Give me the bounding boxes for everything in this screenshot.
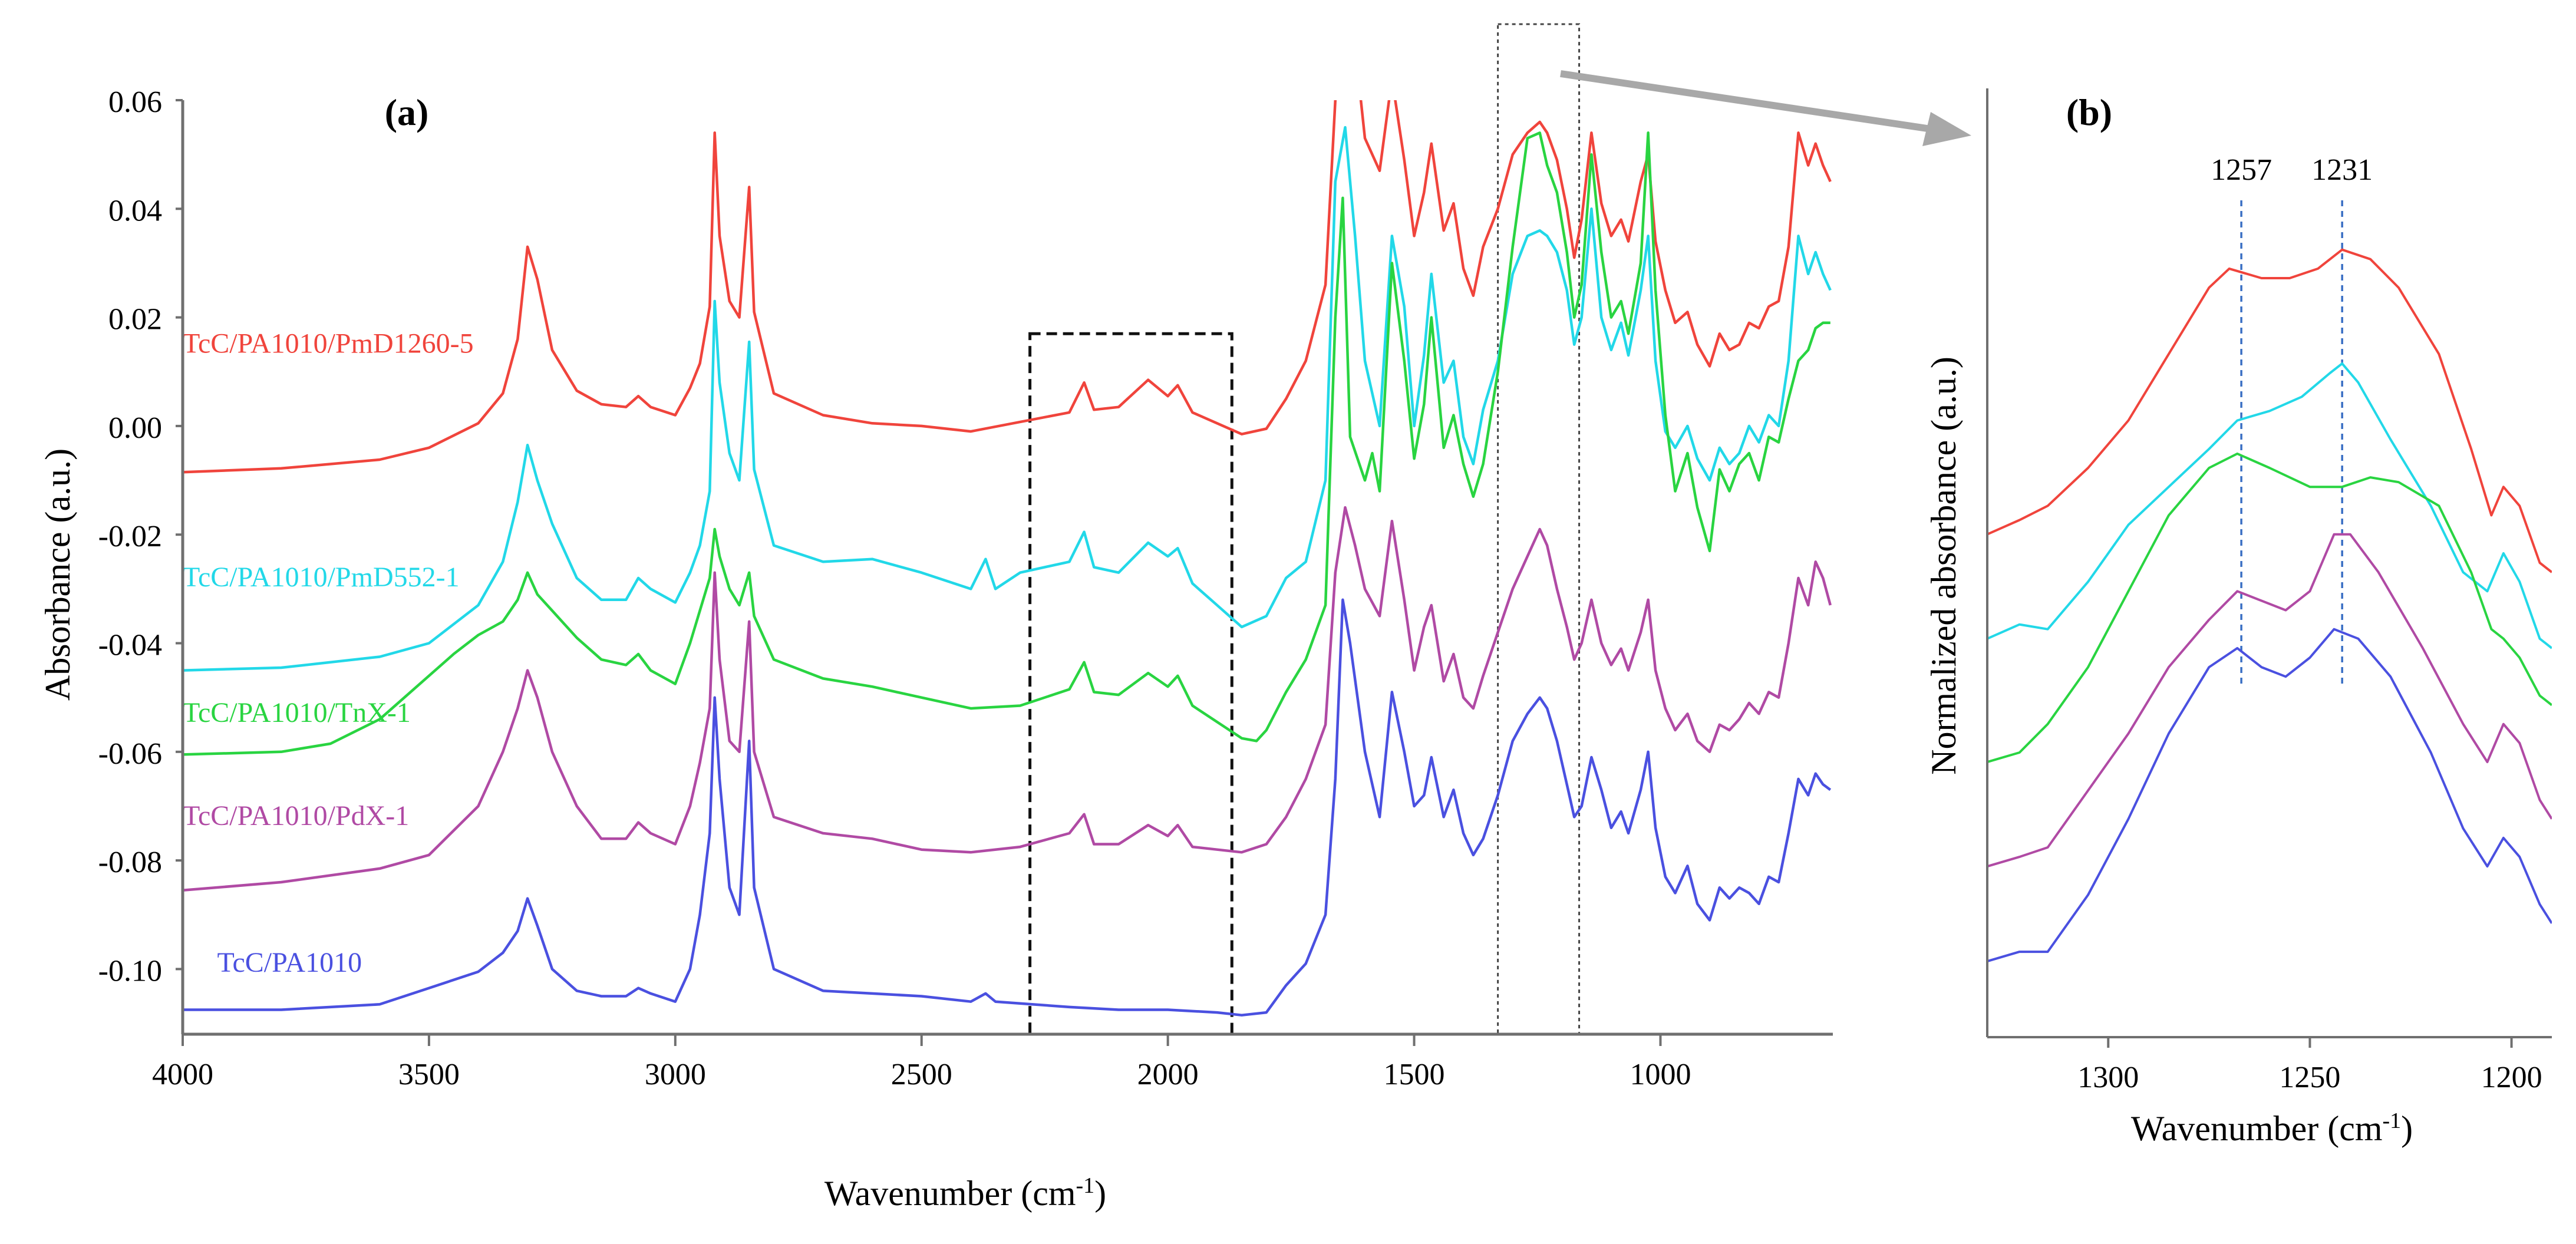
peak-marker-label-1: 1257 [2211,153,2272,187]
panel-a-series [183,100,1832,1017]
panel-a-series-labels: TcC/PA1010/PmD1260-5 TcC/PA1010/PmD552-1 T… [183,328,474,979]
panel-a-title: (a) [385,91,429,133]
series-line-5 [183,598,1832,1017]
y-tick-label: -0.10 [98,954,162,988]
panel-b: (b) 1257 1231 1300 1250 1200 Normalized abs… [1924,88,2552,1148]
x-tick-label: 1500 [1384,1058,1445,1091]
y-tick-label: 0.00 [108,411,162,445]
y-tick-label: -0.02 [98,520,162,553]
panel-a-axes: 0.06 0.04 0.02 0.00 -0.02 -0.04 -0.06 -0.08 -0.1… [98,85,1833,1091]
panel-b-series [1987,248,2552,963]
normalized-series-line-2 [1987,362,2552,649]
peak-marker-label-2: 1231 [2311,153,2373,187]
y-tick-label: 0.06 [108,85,162,119]
x-tick-label: 3500 [398,1058,460,1091]
x-tick-label: 1300 [2077,1061,2139,1094]
series-label-1: TcC/PA1010/PmD1260-5 [183,328,474,359]
normalized-series-line-4 [1987,533,2552,868]
x-tick-label: 3000 [645,1058,706,1091]
y-tick-label: 0.04 [108,194,162,227]
peak-markers: 1257 1231 [2211,153,2373,687]
panel-b-xlabel: Wavenumber (cm-1) [2131,1108,2413,1148]
y-tick-label: -0.04 [98,629,162,662]
series-line-3 [183,131,1830,756]
panel-b-title: (b) [2066,91,2112,133]
x-tick-label: 4000 [152,1058,213,1091]
series-label-2: TcC/PA1010/PmD552-1 [183,562,460,593]
panel-a-xlabel: Wavenumber (cm-1) [824,1173,1106,1213]
series-line-1 [183,100,1832,474]
series-label-3: TcC/PA1010/TnX-1 [183,697,411,728]
x-tick-label: 1250 [2279,1061,2340,1094]
zoom-arrow [1560,70,1971,146]
panel-b-ylabel: Normalized absorbance (a.u.) [1924,357,1963,775]
y-tick-label: -0.08 [98,846,162,879]
normalized-series-line-1 [1987,248,2552,573]
y-tick-label: -0.06 [98,737,162,771]
normalized-series-line-3 [1987,452,2552,764]
normalized-series-line-5 [1987,628,2552,963]
series-label-5: TcC/PA1010 [217,947,362,978]
panel-a-ylabel: Absorbance (a.u.) [38,448,77,701]
panel-b-axes: 1300 1250 1200 [1986,88,2552,1094]
x-tick-label: 1200 [2481,1061,2542,1094]
series-line-4 [183,506,1832,892]
series-line-2 [183,126,1832,672]
x-tick-label: 2500 [891,1058,952,1091]
annotation-box-1 [1028,332,1233,1036]
series-label-4: TcC/PA1010/PdX-1 [183,800,409,831]
x-tick-label: 2000 [1137,1058,1199,1091]
panel-a: (a) TcC/PA1010/PmD1260-5 TcC/PA1010/PmD55… [38,23,1833,1213]
annotation-boxes [1028,23,1581,1036]
y-tick-label: 0.02 [108,303,162,336]
x-tick-label: 1000 [1630,1058,1691,1091]
